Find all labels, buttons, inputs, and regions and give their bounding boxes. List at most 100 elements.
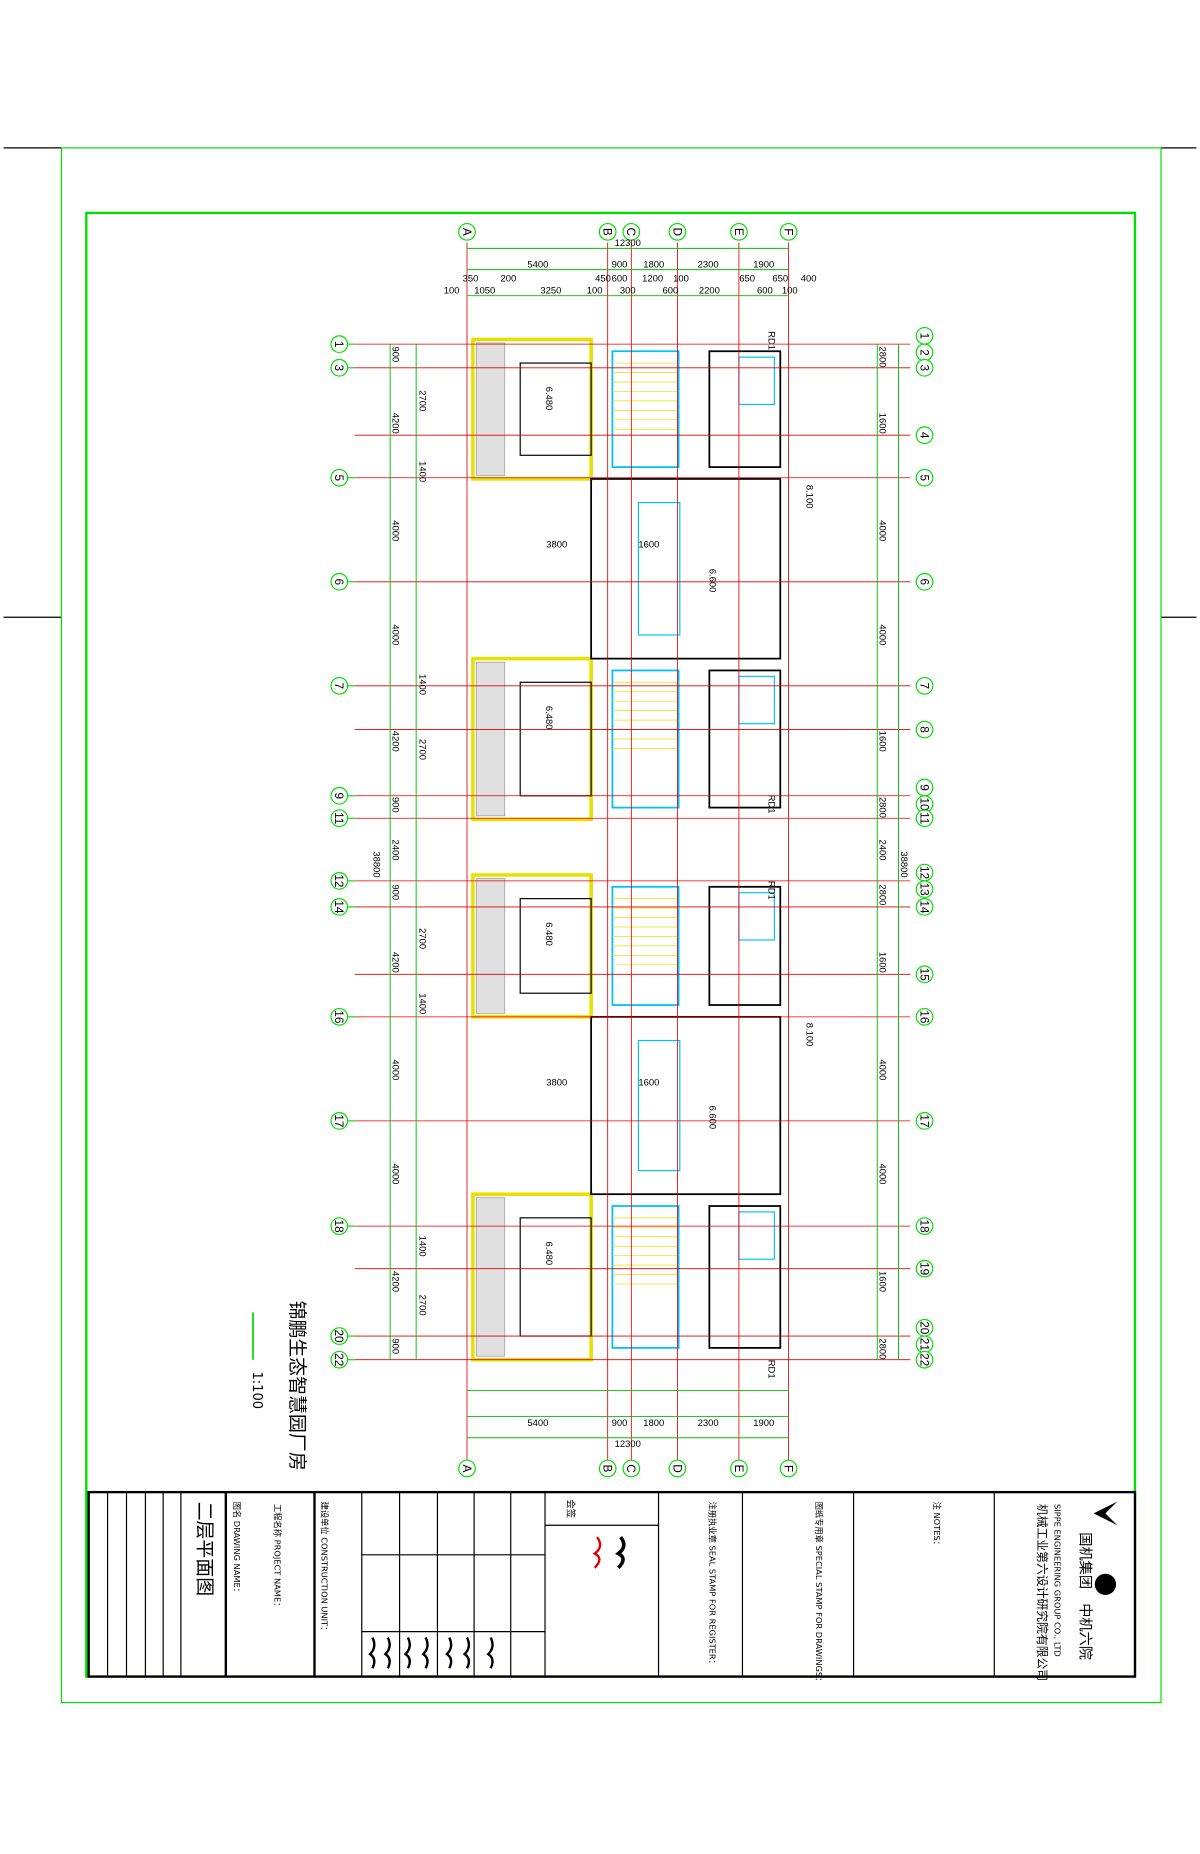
dimension-text: 1400 <box>417 674 428 695</box>
level-label: 6.600 <box>706 1106 717 1130</box>
row-axis-right: 20 <box>915 1318 934 1337</box>
axis-bubble <box>458 1459 476 1478</box>
dimension-text: 1400 <box>417 993 428 1014</box>
dimension-text: 2400 <box>877 840 888 861</box>
row-axis-left: 17 <box>330 1112 349 1130</box>
stair-outline <box>611 1205 680 1349</box>
axis-bubble <box>915 898 934 916</box>
axis-label: 5 <box>917 474 931 481</box>
axis-bubble <box>915 809 934 828</box>
row-axis-right: 19 <box>915 1259 934 1278</box>
dimension-text: 1600 <box>877 1271 888 1292</box>
axis-bubble <box>330 786 349 805</box>
dimension-text: 1400 <box>417 1236 428 1257</box>
row-axis-left: 22 <box>330 1350 349 1369</box>
axis-bubble <box>915 1217 934 1235</box>
axis-bubble <box>915 1007 934 1026</box>
signature <box>383 1637 391 1669</box>
bathroom-outline <box>738 892 775 941</box>
axis-bubble <box>330 809 349 828</box>
signature <box>368 1637 376 1669</box>
balcony-hatch <box>476 1197 506 1357</box>
company-name-en: SIPPE ENGINEERING GROUP CO., LTD <box>1053 1504 1063 1657</box>
row-axis-right: 8 <box>915 720 934 739</box>
dimension-text: 2700 <box>417 1295 428 1316</box>
dimension-text: 100 <box>587 285 603 296</box>
dimension-text: 600 <box>612 273 628 284</box>
dimension-text: 650 <box>772 273 788 284</box>
level-label: 6.480 <box>543 922 554 946</box>
balcony-hatch <box>476 342 506 476</box>
axis-label: 10 <box>917 797 931 811</box>
signature <box>445 1637 453 1669</box>
overall-width-bottom: 12300 <box>615 1439 641 1450</box>
dimension-text: 2800 <box>877 884 888 905</box>
axis-label: 13 <box>917 883 931 897</box>
dimension-text: 2800 <box>877 797 888 818</box>
dimension-text: 900 <box>612 259 628 270</box>
dimension-text: 200 <box>500 273 516 284</box>
institute-logo-text: 中机六院 <box>1077 1603 1093 1660</box>
column-axis-top: B <box>598 222 617 241</box>
dimension-text: 4000 <box>390 624 401 645</box>
axis-label: 1 <box>332 341 346 348</box>
axis-bubble <box>730 222 748 241</box>
signature-red <box>592 1536 602 1569</box>
axis-bubble <box>330 572 349 591</box>
axis-bubble <box>330 358 349 377</box>
axis-label: 22 <box>917 1353 931 1366</box>
axis-label: E <box>732 1465 746 1473</box>
axis-bubble <box>915 880 934 899</box>
drawing-name-label: 图名 DRAWING NAME： <box>232 1502 242 1596</box>
axis-bubble <box>668 1459 687 1478</box>
dimension-text: 4000 <box>877 520 888 541</box>
dimension-text: 2200 <box>699 285 720 296</box>
company-name: 机械工业第六设计研究院有限公司 <box>1035 1504 1049 1681</box>
axis-label: 12 <box>332 874 346 887</box>
bathroom-outline <box>738 1211 775 1260</box>
axis-bubble <box>779 1459 798 1478</box>
axis-label: 16 <box>917 1010 931 1024</box>
dimension-text: 600 <box>662 285 678 296</box>
column-axis-bottom: B <box>598 1459 617 1478</box>
door-outline <box>637 1039 681 1172</box>
dimension-text: 1400 <box>417 461 428 482</box>
axis-label: A <box>460 228 474 236</box>
axis-grid: AABBCCDDEEFF1356791112141617182022123456… <box>330 222 934 1478</box>
axis-bubble <box>622 222 641 241</box>
signature <box>421 1637 429 1669</box>
axis-label: 14 <box>332 900 346 914</box>
axis-label: D <box>670 228 684 237</box>
dimension-text: 900 <box>390 884 401 900</box>
dimension-text: 4000 <box>390 520 401 541</box>
axis-label: 7 <box>917 683 931 690</box>
axis-bubble <box>598 222 617 241</box>
dimension-text: 100 <box>673 273 689 284</box>
dimension-text: 2300 <box>698 259 719 270</box>
axis-label: 11 <box>332 812 346 824</box>
dimension-text: 100 <box>444 285 460 296</box>
row-axis-right: 16 <box>915 1007 934 1026</box>
window-tag: RD1 <box>765 881 776 900</box>
row-axis-right: 5 <box>915 468 934 487</box>
axis-label: 12 <box>917 866 931 879</box>
row-axis-left: 9 <box>330 786 349 805</box>
level-label: 6.480 <box>543 1241 554 1265</box>
row-axis-right: 6 <box>915 572 934 591</box>
inner-frame <box>85 211 1137 1678</box>
room-outline <box>519 362 592 456</box>
overall-width-top: 12300 <box>615 238 641 249</box>
room-outline <box>708 350 782 468</box>
axis-bubble <box>330 1007 349 1026</box>
axis-bubble <box>622 1459 641 1478</box>
row-axis-left: 1 <box>330 335 349 354</box>
balcony-hatch <box>476 878 506 1014</box>
axis-label: 9 <box>332 792 346 799</box>
bathroom-outline <box>738 675 775 725</box>
dim-label: 3800 <box>546 539 567 550</box>
axis-bubble <box>330 1350 349 1369</box>
axis-label: 17 <box>332 1114 346 1127</box>
room-outline <box>708 885 782 1006</box>
axis-label: C <box>624 1464 638 1473</box>
axis-label: 6 <box>917 578 931 585</box>
